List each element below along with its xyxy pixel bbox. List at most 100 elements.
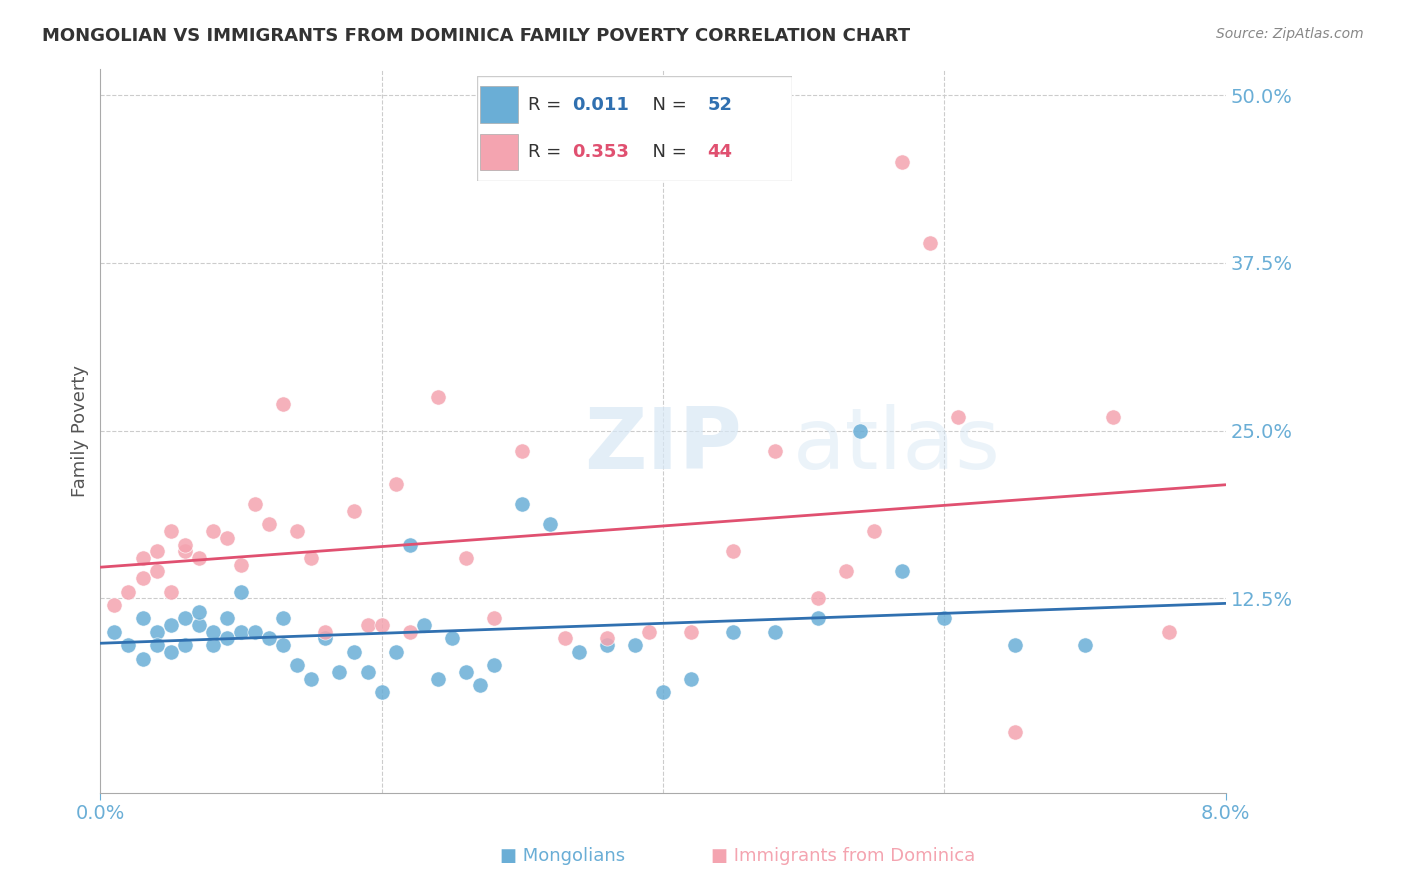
Point bbox=[891, 565, 914, 579]
Y-axis label: Family Poverty: Family Poverty bbox=[72, 365, 89, 497]
Point bbox=[538, 517, 561, 532]
Point bbox=[215, 611, 238, 625]
Point bbox=[835, 565, 858, 579]
Point bbox=[187, 605, 209, 619]
Point bbox=[454, 665, 477, 679]
Point bbox=[807, 611, 830, 625]
Point bbox=[1074, 638, 1097, 652]
Point bbox=[145, 565, 167, 579]
Point bbox=[681, 624, 703, 639]
Point bbox=[314, 632, 336, 646]
Point bbox=[271, 397, 294, 411]
Point bbox=[765, 443, 787, 458]
Point bbox=[482, 658, 505, 673]
Point bbox=[510, 497, 533, 511]
Text: ZIP: ZIP bbox=[583, 403, 742, 486]
Point bbox=[229, 584, 252, 599]
Point bbox=[681, 672, 703, 686]
Point bbox=[257, 632, 280, 646]
Text: ■ Immigrants from Dominica: ■ Immigrants from Dominica bbox=[711, 847, 976, 865]
Point bbox=[356, 618, 378, 632]
Point bbox=[243, 497, 266, 511]
Point bbox=[271, 611, 294, 625]
Point bbox=[440, 632, 463, 646]
Point bbox=[934, 611, 956, 625]
Point bbox=[342, 504, 364, 518]
Point bbox=[173, 638, 195, 652]
Point bbox=[370, 685, 392, 699]
Point bbox=[243, 624, 266, 639]
Point bbox=[145, 624, 167, 639]
Point bbox=[384, 645, 406, 659]
Point bbox=[510, 443, 533, 458]
Point bbox=[215, 632, 238, 646]
Point bbox=[159, 584, 181, 599]
Point bbox=[173, 544, 195, 558]
Point bbox=[849, 424, 872, 438]
Point bbox=[159, 645, 181, 659]
Point bbox=[103, 624, 125, 639]
Point bbox=[370, 618, 392, 632]
Point bbox=[173, 538, 195, 552]
Point bbox=[285, 658, 308, 673]
Point bbox=[891, 155, 914, 169]
Point bbox=[920, 235, 942, 250]
Point bbox=[482, 611, 505, 625]
Point bbox=[131, 611, 153, 625]
Point bbox=[299, 672, 322, 686]
Point bbox=[117, 638, 139, 652]
Point bbox=[145, 544, 167, 558]
Point bbox=[398, 538, 420, 552]
Point bbox=[229, 624, 252, 639]
Point bbox=[159, 618, 181, 632]
Point bbox=[229, 558, 252, 572]
Point bbox=[398, 624, 420, 639]
Point bbox=[723, 624, 745, 639]
Point bbox=[1102, 410, 1125, 425]
Text: ■ Mongolians: ■ Mongolians bbox=[501, 847, 624, 865]
Point bbox=[215, 531, 238, 545]
Point bbox=[201, 524, 224, 538]
Point bbox=[145, 638, 167, 652]
Point bbox=[426, 390, 449, 404]
Point bbox=[173, 611, 195, 625]
Point bbox=[356, 665, 378, 679]
Point bbox=[426, 672, 449, 686]
Point bbox=[948, 410, 970, 425]
Point bbox=[596, 638, 619, 652]
Point bbox=[1004, 638, 1026, 652]
Point bbox=[384, 477, 406, 491]
Point bbox=[807, 591, 830, 606]
Point bbox=[117, 584, 139, 599]
Point bbox=[257, 517, 280, 532]
Point bbox=[159, 524, 181, 538]
Point bbox=[285, 524, 308, 538]
Point bbox=[765, 624, 787, 639]
Point bbox=[187, 618, 209, 632]
Point bbox=[131, 651, 153, 665]
Point bbox=[131, 571, 153, 585]
Point bbox=[638, 624, 661, 639]
Point bbox=[131, 551, 153, 566]
Point bbox=[652, 685, 675, 699]
Point bbox=[468, 678, 491, 692]
Point bbox=[187, 551, 209, 566]
Point bbox=[299, 551, 322, 566]
Point bbox=[328, 665, 350, 679]
Point bbox=[412, 618, 434, 632]
Point bbox=[201, 638, 224, 652]
Point bbox=[863, 524, 886, 538]
Text: atlas: atlas bbox=[793, 403, 1001, 486]
Point bbox=[201, 624, 224, 639]
Point bbox=[568, 645, 591, 659]
Point bbox=[454, 551, 477, 566]
Point bbox=[624, 638, 647, 652]
Point bbox=[554, 632, 576, 646]
Point bbox=[103, 598, 125, 612]
Point bbox=[1004, 725, 1026, 739]
Point bbox=[596, 632, 619, 646]
Point bbox=[271, 638, 294, 652]
Point bbox=[314, 624, 336, 639]
Point bbox=[342, 645, 364, 659]
Point bbox=[723, 544, 745, 558]
